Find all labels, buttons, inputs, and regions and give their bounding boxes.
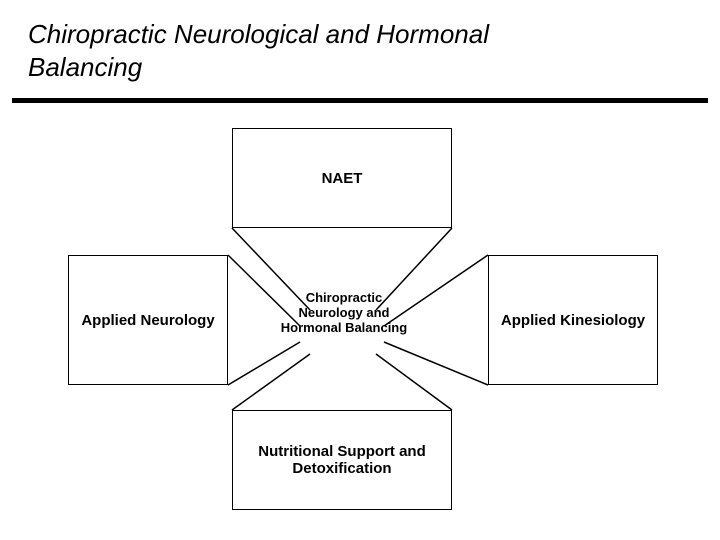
node-left: Applied Neurology [68,255,228,385]
node-right-label: Applied Kinesiology [501,312,645,329]
node-center: Chiropractic Neurology and Hormonal Bala… [278,290,410,335]
page-title: Chiropractic Neurological and Hormonal B… [28,18,588,83]
page: Chiropractic Neurological and Hormonal B… [0,0,720,540]
node-right: Applied Kinesiology [488,255,658,385]
node-top: NAET [232,128,452,228]
node-left-label: Applied Neurology [81,312,214,329]
node-bottom-label: Nutritional Support and Detoxification [243,443,441,477]
horizontal-rule [12,98,708,103]
node-bottom: Nutritional Support and Detoxification [232,410,452,510]
node-top-label: NAET [322,170,363,187]
node-center-label: Chiropractic Neurology and Hormonal Bala… [281,290,407,335]
